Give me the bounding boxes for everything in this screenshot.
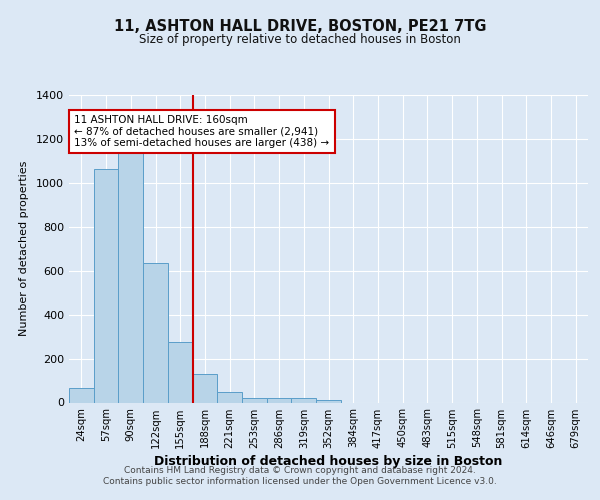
Text: 11, ASHTON HALL DRIVE, BOSTON, PE21 7TG: 11, ASHTON HALL DRIVE, BOSTON, PE21 7TG <box>114 19 486 34</box>
Text: Contains HM Land Registry data © Crown copyright and database right 2024.: Contains HM Land Registry data © Crown c… <box>124 466 476 475</box>
Bar <box>292 398 316 402</box>
Bar <box>242 398 267 402</box>
Bar <box>217 392 242 402</box>
X-axis label: Distribution of detached houses by size in Boston: Distribution of detached houses by size … <box>154 454 503 468</box>
Text: 11 ASHTON HALL DRIVE: 160sqm
← 87% of detached houses are smaller (2,941)
13% of: 11 ASHTON HALL DRIVE: 160sqm ← 87% of de… <box>74 115 329 148</box>
Text: Size of property relative to detached houses in Boston: Size of property relative to detached ho… <box>139 32 461 46</box>
Text: Contains public sector information licensed under the Open Government Licence v3: Contains public sector information licen… <box>103 478 497 486</box>
Bar <box>94 168 118 402</box>
Bar <box>143 263 168 402</box>
Bar <box>193 374 217 402</box>
Bar <box>118 150 143 403</box>
Bar <box>168 342 193 402</box>
Y-axis label: Number of detached properties: Number of detached properties <box>19 161 29 336</box>
Bar <box>267 398 292 402</box>
Bar <box>316 400 341 402</box>
Bar <box>69 388 94 402</box>
